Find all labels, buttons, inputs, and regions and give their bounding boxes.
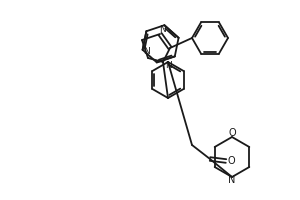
Text: O: O bbox=[228, 128, 236, 138]
Text: O: O bbox=[227, 156, 235, 166]
Text: N: N bbox=[143, 47, 150, 56]
Text: N: N bbox=[165, 60, 171, 70]
Text: N: N bbox=[160, 24, 167, 33]
Text: N: N bbox=[228, 175, 236, 185]
